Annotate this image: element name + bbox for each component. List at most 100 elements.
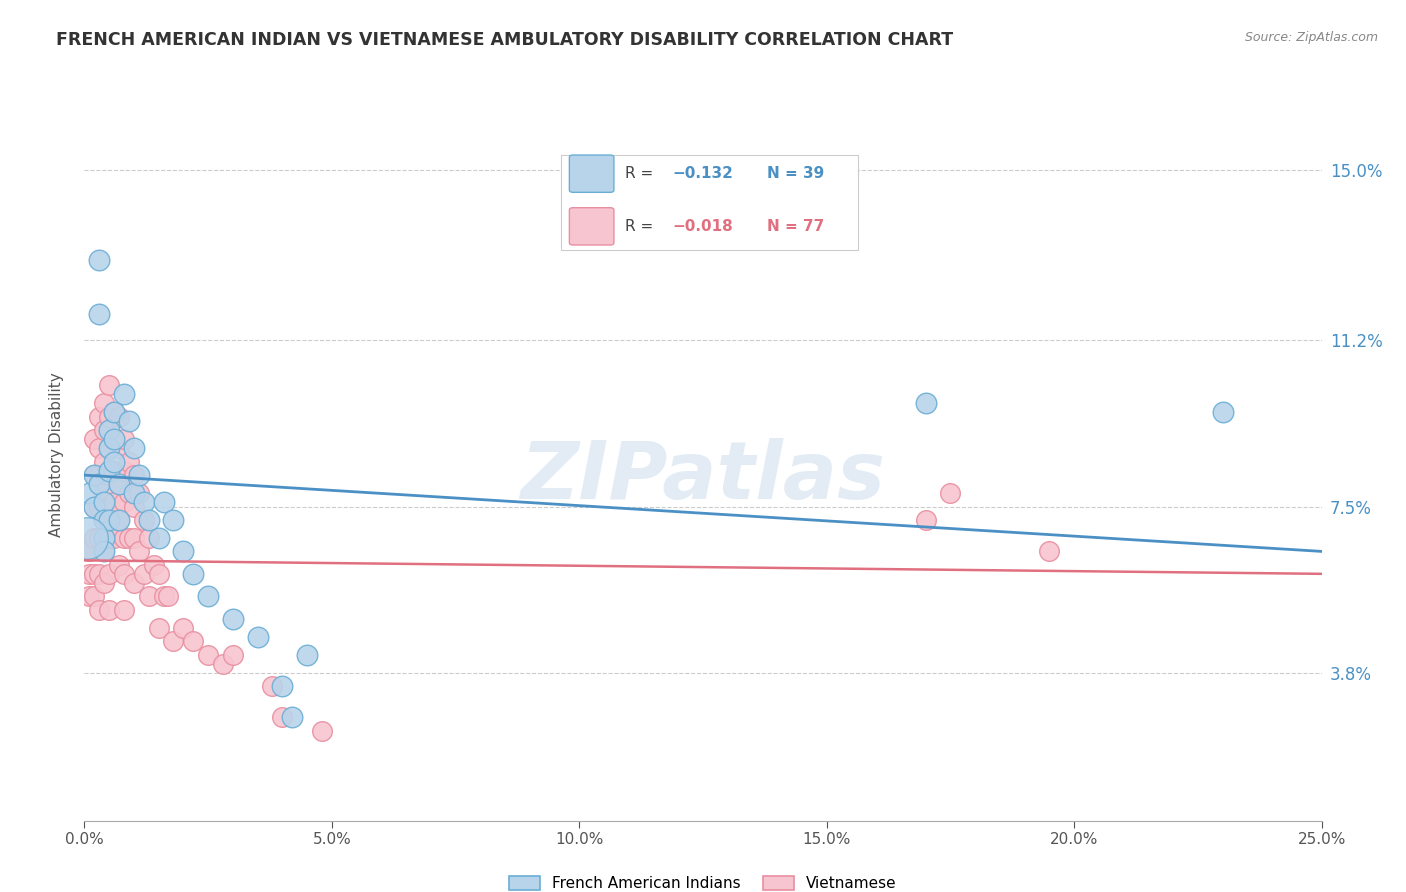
Point [103, 495, 125, 509]
Point [89, 531, 111, 545]
Point [98, 603, 121, 617]
Point [98, 441, 121, 455]
Point [98, 378, 121, 392]
Point [98, 500, 121, 514]
Point [122, 486, 145, 500]
Point [112, 387, 135, 401]
Point [271, 679, 294, 693]
Point [212, 657, 235, 671]
Point [108, 513, 131, 527]
Point [914, 513, 936, 527]
Point [172, 621, 194, 635]
Point [89, 468, 111, 483]
Point [281, 710, 304, 724]
Point [132, 495, 155, 509]
Point [222, 648, 245, 662]
Point [112, 566, 135, 581]
Point [132, 566, 155, 581]
Point [112, 531, 135, 545]
Text: N = 39: N = 39 [768, 166, 824, 181]
Point [108, 477, 131, 491]
Text: N = 77: N = 77 [768, 219, 824, 234]
Point [197, 648, 219, 662]
Text: −0.018: −0.018 [672, 219, 733, 234]
Point [98, 531, 121, 545]
Point [108, 513, 131, 527]
Point [108, 477, 131, 491]
Point [89, 252, 111, 267]
Point [83, 531, 105, 545]
Point [138, 531, 160, 545]
Point [162, 513, 184, 527]
Point [98, 423, 121, 437]
Y-axis label: Ambulatory Disability: Ambulatory Disability [49, 373, 63, 537]
Text: Source: ZipAtlas.com: Source: ZipAtlas.com [1244, 31, 1378, 45]
Point [148, 531, 170, 545]
Point [93, 423, 115, 437]
Legend: French American Indians, Vietnamese: French American Indians, Vietnamese [503, 870, 903, 892]
Point [79, 486, 101, 500]
Point [311, 723, 333, 738]
Point [93, 495, 115, 509]
Point [222, 612, 245, 626]
Point [93, 575, 115, 590]
Point [112, 464, 135, 478]
Point [142, 558, 165, 572]
Point [128, 544, 150, 558]
Point [89, 603, 111, 617]
Point [939, 486, 962, 500]
Point [89, 409, 111, 424]
Point [152, 495, 174, 509]
Point [262, 679, 284, 693]
Point [181, 566, 204, 581]
FancyBboxPatch shape [561, 155, 858, 250]
Point [103, 455, 125, 469]
Point [138, 589, 160, 603]
Point [197, 589, 219, 603]
Point [89, 477, 111, 491]
Point [79, 566, 101, 581]
Point [79, 589, 101, 603]
Point [122, 500, 145, 514]
Point [112, 432, 135, 446]
Point [122, 575, 145, 590]
Point [108, 558, 131, 572]
Point [79, 544, 101, 558]
Point [89, 441, 111, 455]
Point [295, 648, 318, 662]
Point [83, 566, 105, 581]
Point [89, 307, 111, 321]
FancyBboxPatch shape [569, 208, 614, 245]
Point [89, 500, 111, 514]
Point [914, 396, 936, 410]
Point [112, 603, 135, 617]
Point [118, 486, 141, 500]
Point [89, 566, 111, 581]
Point [103, 464, 125, 478]
Point [246, 630, 269, 644]
Point [98, 409, 121, 424]
Point [103, 405, 125, 419]
Point [122, 441, 145, 455]
Point [108, 409, 131, 424]
Point [157, 589, 180, 603]
Point [93, 544, 115, 558]
Point [103, 405, 125, 419]
Point [103, 432, 125, 446]
Point [181, 634, 204, 648]
Point [98, 566, 121, 581]
Point [93, 544, 115, 558]
Point [1038, 544, 1060, 558]
Text: ZIPatlas: ZIPatlas [520, 438, 886, 516]
Text: FRENCH AMERICAN INDIAN VS VIETNAMESE AMBULATORY DISABILITY CORRELATION CHART: FRENCH AMERICAN INDIAN VS VIETNAMESE AMB… [56, 31, 953, 49]
Point [1212, 405, 1234, 419]
Point [93, 513, 115, 527]
Point [93, 513, 115, 527]
Point [152, 589, 174, 603]
Point [98, 468, 121, 483]
Point [103, 531, 125, 545]
Point [118, 531, 141, 545]
Point [98, 441, 121, 455]
Point [103, 432, 125, 446]
Point [132, 513, 155, 527]
